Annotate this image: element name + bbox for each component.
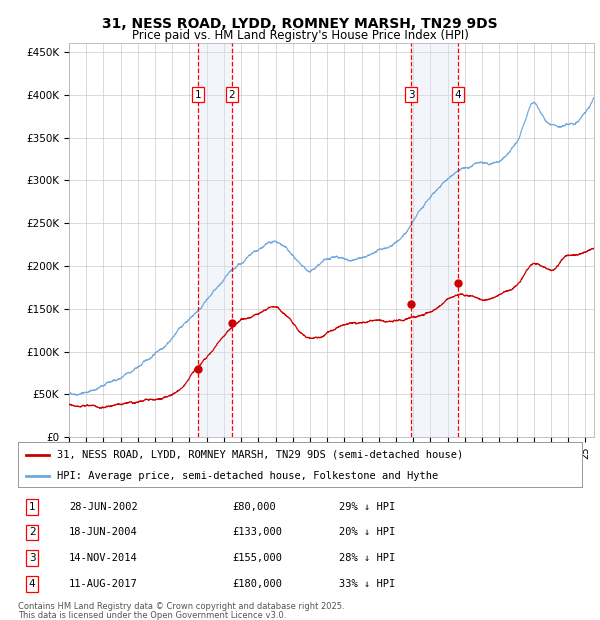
Text: 3: 3 <box>408 90 415 100</box>
Text: 1: 1 <box>194 90 201 100</box>
Text: Price paid vs. HM Land Registry's House Price Index (HPI): Price paid vs. HM Land Registry's House … <box>131 30 469 42</box>
Text: 28-JUN-2002: 28-JUN-2002 <box>69 502 137 512</box>
Text: 3: 3 <box>29 553 35 563</box>
Text: £155,000: £155,000 <box>232 553 283 563</box>
Text: 14-NOV-2014: 14-NOV-2014 <box>69 553 137 563</box>
Text: £133,000: £133,000 <box>232 528 283 538</box>
Text: HPI: Average price, semi-detached house, Folkestone and Hythe: HPI: Average price, semi-detached house,… <box>58 471 439 480</box>
Text: 20% ↓ HPI: 20% ↓ HPI <box>340 528 396 538</box>
Text: 28% ↓ HPI: 28% ↓ HPI <box>340 553 396 563</box>
Bar <box>411 43 458 437</box>
Text: Contains HM Land Registry data © Crown copyright and database right 2025.: Contains HM Land Registry data © Crown c… <box>18 602 344 611</box>
Text: 31, NESS ROAD, LYDD, ROMNEY MARSH, TN29 9DS (semi-detached house): 31, NESS ROAD, LYDD, ROMNEY MARSH, TN29 … <box>58 450 464 459</box>
Bar <box>198 43 232 437</box>
Text: 1: 1 <box>29 502 35 512</box>
Text: 33% ↓ HPI: 33% ↓ HPI <box>340 578 396 588</box>
Text: £80,000: £80,000 <box>232 502 276 512</box>
Text: 2: 2 <box>29 528 35 538</box>
Text: 18-JUN-2004: 18-JUN-2004 <box>69 528 137 538</box>
Text: 11-AUG-2017: 11-AUG-2017 <box>69 578 137 588</box>
Text: 4: 4 <box>455 90 461 100</box>
Text: This data is licensed under the Open Government Licence v3.0.: This data is licensed under the Open Gov… <box>18 611 286 619</box>
Text: 2: 2 <box>229 90 235 100</box>
Text: 29% ↓ HPI: 29% ↓ HPI <box>340 502 396 512</box>
Text: 31, NESS ROAD, LYDD, ROMNEY MARSH, TN29 9DS: 31, NESS ROAD, LYDD, ROMNEY MARSH, TN29 … <box>102 17 498 30</box>
Text: £180,000: £180,000 <box>232 578 283 588</box>
Text: 4: 4 <box>29 578 35 588</box>
